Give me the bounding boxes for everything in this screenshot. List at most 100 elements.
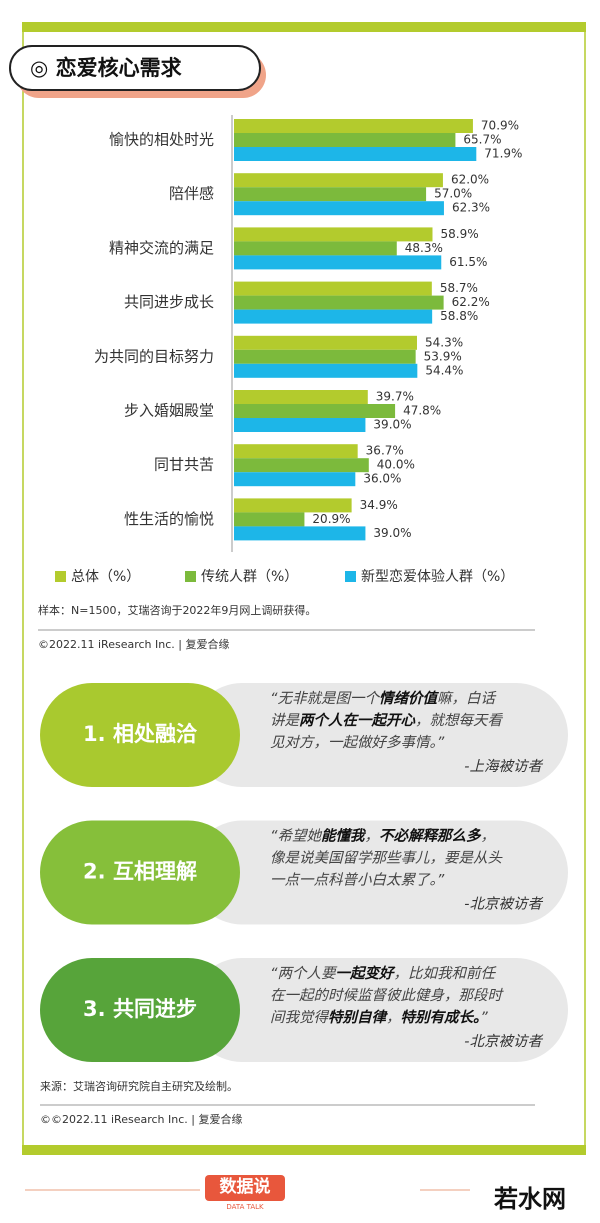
copyright: ©©2022.11 iResearch Inc. | 复爱合缘	[40, 1112, 242, 1126]
quote-text: ，比如我和前任	[394, 965, 498, 982]
category-label: 陪伴感	[169, 185, 214, 203]
bar	[234, 133, 456, 147]
quote-text: 像是说美国留学那些事儿，要是从头	[270, 850, 503, 867]
quote-line: 一点一点科普小白太累了。”	[270, 872, 445, 889]
value-label: 62.2%	[452, 295, 490, 309]
quote-text: 不必解释那么多	[379, 828, 482, 845]
top-bar	[22, 22, 586, 32]
value-label: 58.8%	[440, 309, 478, 323]
quote-text: 一点一点科普小白太累了。”	[270, 872, 445, 889]
bar	[234, 187, 427, 202]
copyright: ©2022.11 iResearch Inc. | 复爱合缘	[38, 637, 229, 651]
bar	[234, 255, 442, 270]
quote-bg	[190, 958, 568, 1062]
note: 样本：N=1500，艾瑞咨询于2022年9月网上调研获得。	[38, 603, 316, 617]
quote-text: 特别有成长。	[401, 1009, 481, 1026]
card-label: 2. 互相理解	[83, 860, 197, 884]
quote-text: “希望她	[270, 828, 323, 845]
category-label: 愉快的相处时光	[109, 131, 214, 149]
quote-source: -上海被访者	[464, 758, 543, 775]
quote-text: 情绪价值	[379, 690, 439, 707]
legend-label: 新型恋爱体验人群（%）	[361, 568, 514, 585]
quote-text: “无非就是图一个	[270, 690, 381, 707]
quote-text: ，	[481, 829, 496, 845]
value-label: 54.4%	[425, 363, 463, 377]
value-label: 39.0%	[373, 418, 411, 432]
quote-line: “无非就是图一个情绪价值嘛，白话	[270, 690, 497, 707]
bar	[234, 201, 444, 216]
quote-line: 像是说美国留学那些事儿，要是从头	[270, 850, 503, 867]
quote-text: 嘛，白话	[437, 690, 496, 707]
quote-text: 讲是	[270, 712, 300, 729]
card-pill	[40, 683, 240, 787]
category-label: 精神交流的满足	[109, 239, 214, 257]
card-label: 1. 相处融洽	[83, 722, 198, 746]
bar	[234, 418, 366, 432]
value-label: 48.3%	[405, 241, 443, 255]
value-label: 47.8%	[403, 404, 441, 418]
bar	[234, 444, 358, 459]
quote-text: ，	[386, 1010, 401, 1026]
quote-bg	[190, 820, 568, 925]
chart-title: ◎ 恋爱核心需求	[30, 56, 182, 80]
quote-line: 讲是两个人在一起开心，就想每天看	[270, 712, 503, 729]
quote-line: 见对方，一起做好多事情。”	[270, 734, 445, 751]
value-label: 58.9%	[440, 227, 478, 241]
bar	[234, 309, 433, 324]
bottom-bar	[22, 1145, 586, 1155]
quote-text: 能懂我	[321, 828, 367, 845]
bar	[234, 512, 305, 527]
bar	[234, 173, 443, 188]
value-label: 62.3%	[452, 201, 490, 215]
value-label: 40.0%	[377, 458, 415, 472]
quote-line: “希望她能懂我，不必解释那么多，	[270, 828, 495, 845]
value-label: 70.9%	[481, 119, 519, 133]
value-label: 39.0%	[373, 526, 411, 540]
category-label: 共同进步成长	[124, 293, 214, 311]
value-label: 36.0%	[363, 472, 401, 486]
bar	[234, 119, 473, 133]
value-label: 65.7%	[463, 133, 501, 147]
bar	[234, 363, 418, 378]
logo-sub: DATA TALK	[226, 1203, 264, 1211]
quote-text: ，	[365, 829, 380, 845]
value-label: 54.3%	[425, 335, 463, 349]
quote-text: 在一起的时候监督彼此健身，那段时	[270, 987, 504, 1004]
legend-swatch	[55, 571, 66, 582]
bar	[234, 498, 352, 513]
bar	[234, 295, 444, 310]
quote-text: ，就想每天看	[415, 712, 503, 729]
value-label: 34.9%	[360, 498, 398, 512]
category-label: 同甘共苦	[154, 456, 214, 474]
legend-swatch	[345, 571, 356, 582]
bar	[234, 147, 477, 161]
quote-bg	[190, 683, 568, 787]
legend-label: 传统人群（%）	[201, 569, 298, 585]
quote-line: “两个人要一起变好，比如我和前任	[270, 965, 498, 982]
legend-swatch	[185, 571, 196, 582]
value-label: 58.7%	[440, 281, 478, 295]
bar	[234, 227, 433, 242]
value-label: 71.9%	[484, 147, 522, 161]
card-label: 3. 共同进步	[83, 997, 197, 1021]
card-pill	[40, 820, 240, 925]
bar	[234, 349, 416, 364]
bar	[234, 472, 356, 487]
brand: 若水网	[493, 1185, 566, 1213]
quote-text: 两个人在一起开心	[299, 712, 415, 729]
value-label: 39.7%	[376, 390, 414, 404]
category-label: 为共同的目标努力	[94, 347, 214, 365]
value-label: 57.0%	[434, 187, 472, 201]
value-label: 61.5%	[449, 255, 487, 269]
quote-source: -北京被访者	[464, 896, 543, 913]
quote-text: ”	[480, 1010, 488, 1026]
bar	[234, 458, 369, 473]
bar	[234, 241, 397, 256]
bar	[234, 281, 432, 296]
quote-line: 在一起的时候监督彼此健身，那段时	[270, 987, 504, 1004]
value-label: 20.9%	[312, 512, 350, 526]
value-label: 62.0%	[451, 173, 489, 187]
bar	[234, 526, 366, 541]
quote-text: 一起变好	[336, 965, 396, 982]
